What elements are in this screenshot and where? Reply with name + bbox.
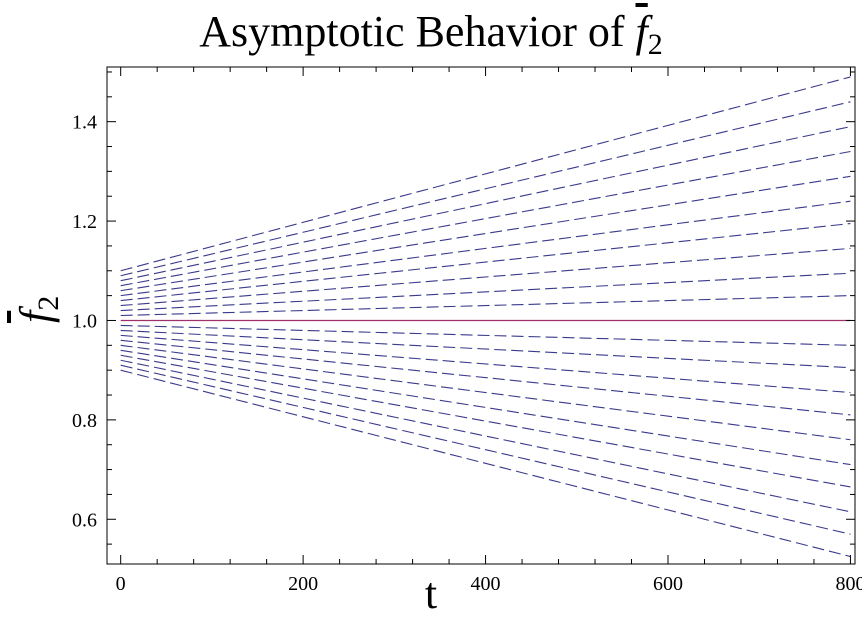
series-line-16: [120, 349, 851, 466]
y-tick-label: 1.2: [72, 211, 97, 233]
series-line-15: [120, 344, 851, 441]
y-axis-label: f2: [10, 296, 66, 323]
series-line-11: [120, 324, 851, 346]
y-axis-label-symbol: f: [11, 310, 60, 323]
series-line-4: [120, 150, 851, 287]
series-line-8: [120, 247, 851, 307]
x-tick-label: 200: [288, 573, 318, 595]
x-tick-label: 600: [653, 573, 683, 595]
y-tick-label: 0.8: [72, 410, 97, 432]
series-line-5: [120, 175, 851, 292]
y-tick-label: 0.6: [72, 509, 97, 531]
x-axis-label: t: [424, 569, 438, 618]
series-line-17: [120, 354, 851, 488]
series-layer: [120, 76, 851, 558]
series-line-18: [120, 359, 851, 513]
series-line-20: [120, 369, 851, 558]
series-line-9: [120, 272, 851, 312]
y-tick-label: 1.0: [72, 310, 97, 332]
series-line-19: [120, 364, 851, 535]
series-line-1: [120, 76, 851, 272]
tick-label-layer: 0 200 400 600 800 0.6 0.8 1.0 1.2 1.4: [72, 112, 862, 595]
chart-title-text: Asymptotic Behavior of: [199, 7, 636, 56]
series-line-7: [120, 223, 851, 302]
plot-frame: [106, 66, 856, 565]
x-tick-label: 400: [471, 573, 501, 595]
x-tick-label: 0: [116, 573, 126, 595]
series-line-10: [120, 295, 851, 317]
chart-title: Asymptotic Behavior of f2: [0, 6, 862, 71]
chart-title-symbol: f: [635, 7, 648, 56]
series-line-2: [120, 101, 851, 277]
series-line-13: [120, 334, 851, 394]
axes-layer: [106, 66, 856, 565]
series-line-12: [120, 329, 851, 369]
y-axis-label-subscript: 2: [32, 295, 65, 311]
chart-title-subscript: 2: [647, 28, 663, 61]
series-line-14: [120, 339, 851, 416]
series-line-3: [120, 126, 851, 282]
y-tick-label: 1.4: [72, 112, 97, 134]
series-line-6: [120, 200, 851, 297]
x-tick-label: 800: [835, 573, 862, 595]
